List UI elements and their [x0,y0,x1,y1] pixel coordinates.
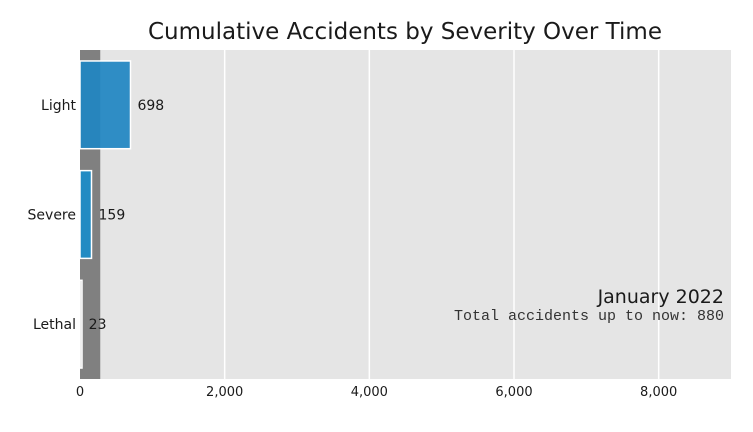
grid [223,50,660,379]
chart-title: Cumulative Accidents by Severity Over Ti… [148,19,662,45]
value-label-severe: 159 [99,208,126,224]
category-label-lethal: Lethal [33,317,76,333]
x-tick-label: 6,000 [495,385,532,400]
date-label: January 2022 [597,286,724,308]
x-tick-label: 8,000 [640,385,677,400]
bar-severe [79,169,93,260]
plot-area [80,50,731,379]
x-tick-label: 2,000 [206,385,243,400]
bar-light [79,60,132,150]
category-label-severe: Severe [28,208,76,224]
bar-lethal [79,279,83,369]
x-axis: 0 2,000 4,000 6,000 8,000 [76,385,677,400]
bars: 698 159 23 [79,60,164,369]
category-label-light: Light [41,98,76,114]
value-label-lethal: 23 [89,317,107,333]
total-label: Total accidents up to now: 880 [454,308,724,325]
x-tick-label: 4,000 [351,385,388,400]
x-tick-label: 0 [76,385,84,400]
y-axis: Light Severe Lethal [28,98,77,333]
value-label-light: 698 [137,98,164,114]
